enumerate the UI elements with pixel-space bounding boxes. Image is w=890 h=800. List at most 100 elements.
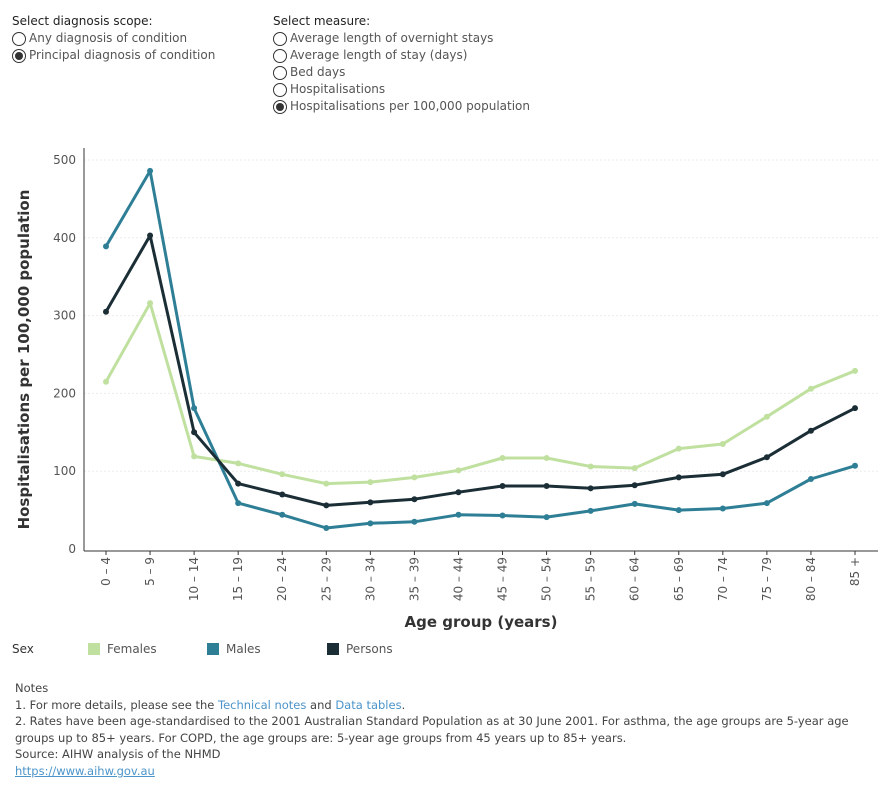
measure-option-hospitalisations[interactable]: Hospitalisations (273, 81, 530, 98)
radio-label: Principal diagnosis of condition (29, 48, 216, 62)
measure-option-bed-days[interactable]: Bed days (273, 64, 530, 81)
data-point-females (191, 453, 198, 460)
data-point-persons (235, 480, 242, 487)
data-point-females (411, 474, 418, 481)
x-tick-label: 10 – 14 (187, 557, 201, 601)
data-point-females (631, 465, 638, 472)
data-point-males (719, 505, 726, 512)
line-chart: 0 100 200 300 400 500 0 – 4 5 – 9 10 – 14 15 – 19… (15, 148, 878, 631)
data-point-persons (763, 454, 770, 461)
x-tick-label: 25 – 29 (319, 557, 333, 601)
x-tick-label: 30 – 34 (363, 557, 377, 601)
legend-label-persons: Persons (346, 642, 393, 656)
x-tick-label: 55 – 59 (584, 557, 598, 601)
radio-label: Hospitalisations (290, 82, 386, 96)
data-point-females (675, 445, 682, 452)
data-point-males (323, 524, 330, 531)
data-point-females (455, 467, 462, 474)
data-point-persons (499, 482, 506, 489)
radio-button[interactable] (273, 65, 287, 80)
diagnosis-scope-options: Any diagnosis of condition Principal diag… (12, 30, 215, 64)
data-tables-link[interactable]: Data tables (335, 697, 402, 712)
x-tick-label: 85 + (848, 557, 862, 586)
radio-button[interactable] (273, 82, 287, 97)
radio-label: Any diagnosis of condition (29, 31, 188, 45)
data-point-males (411, 518, 418, 525)
radio-button[interactable] (12, 48, 26, 63)
note-2: 2. Rates have been age-standardised to t… (15, 714, 849, 745)
note-1: 1. For more details, please see the Tech… (15, 697, 875, 714)
technical-notes-link[interactable]: Technical notes (218, 697, 307, 712)
measure-options: Average length of overnight stays Average… (273, 30, 530, 115)
measure-title: Select measure: (273, 14, 371, 28)
data-point-females (852, 367, 858, 374)
measure-option-average-length-of-overnight-stays[interactable]: Average length of overnight stays (273, 30, 530, 47)
data-point-males (631, 500, 638, 507)
radio-label: Bed days (290, 65, 346, 79)
notes-heading: Notes (15, 681, 49, 695)
y-tick-label: 200 (53, 386, 76, 400)
radio-label: Average length of overnight stays (290, 31, 494, 45)
measure-option-average-length-of-stay-days[interactable]: Average length of stay (days) (273, 47, 530, 64)
radio-button[interactable] (273, 48, 287, 63)
legend-item-persons[interactable]: Persons (327, 640, 393, 658)
radio-label: Average length of stay (days) (290, 48, 468, 62)
data-point-females (279, 471, 286, 478)
note-1-suffix: . (401, 697, 406, 712)
data-point-females (807, 385, 814, 392)
data-point-persons (323, 502, 330, 509)
data-point-persons (147, 232, 154, 239)
note-1-and: and (306, 697, 336, 712)
data-point-males (675, 507, 682, 514)
data-point-persons (587, 485, 594, 492)
data-point-persons (807, 427, 814, 434)
measure-option-hospitalisations-per-100-000-population[interactable]: Hospitalisations per 100,000 population (273, 98, 530, 115)
legend-label-females: Females (107, 642, 157, 656)
data-point-females (763, 413, 770, 420)
data-point-females (235, 460, 242, 467)
data-point-males (763, 500, 770, 507)
data-point-females (543, 454, 550, 461)
legend: Sex Females Males Persons (0, 640, 890, 660)
radio-button[interactable] (12, 31, 26, 46)
legend-item-females[interactable]: Females (88, 640, 157, 658)
data-point-males (807, 475, 814, 482)
data-point-males (499, 512, 506, 519)
data-point-persons (411, 496, 418, 503)
data-point-males (191, 405, 198, 412)
data-point-males (279, 511, 286, 518)
radio-button[interactable] (273, 99, 287, 114)
data-point-males (543, 514, 550, 521)
x-tick-label: 60 – 64 (628, 557, 642, 601)
data-point-persons (852, 405, 858, 412)
data-point-persons (191, 429, 198, 436)
legend-item-males[interactable]: Males (207, 640, 261, 658)
data-point-females (103, 378, 109, 385)
x-axis-title: Age group (years) (405, 613, 558, 631)
scope-option-principal-diagnosis-of-condition[interactable]: Principal diagnosis of condition (12, 47, 215, 64)
measure-control: Select measure: Average length of overni… (273, 13, 530, 115)
y-tick-label: 0 (68, 542, 76, 556)
scope-option-any-diagnosis-of-condition[interactable]: Any diagnosis of condition (12, 30, 215, 47)
x-tick-label: 70 – 74 (716, 557, 730, 601)
legend-swatch-females (88, 643, 100, 655)
legend-swatch-males (207, 643, 219, 655)
data-point-persons (367, 499, 374, 506)
data-point-persons (103, 308, 109, 315)
legend-title: Sex (12, 642, 34, 656)
aihw-website-link[interactable]: https://www.aihw.gov.au (15, 763, 155, 778)
data-point-persons (631, 482, 638, 489)
legend-swatch-persons (327, 643, 339, 655)
x-tick-label: 80 – 84 (804, 557, 818, 601)
data-point-persons (719, 471, 726, 478)
y-tick-label: 300 (53, 309, 76, 323)
x-tick-label: 20 – 24 (275, 557, 289, 601)
y-tick-label: 400 (53, 231, 76, 245)
diagnosis-scope-control: Select diagnosis scope: Any diagnosis of… (12, 13, 215, 64)
x-tick-label: 40 – 44 (451, 557, 465, 601)
data-point-persons (543, 482, 550, 489)
note-1-prefix: 1. For more details, please see the (15, 697, 218, 712)
radio-label: Hospitalisations per 100,000 population (290, 99, 530, 113)
radio-dot (276, 102, 284, 111)
radio-button[interactable] (273, 31, 287, 46)
